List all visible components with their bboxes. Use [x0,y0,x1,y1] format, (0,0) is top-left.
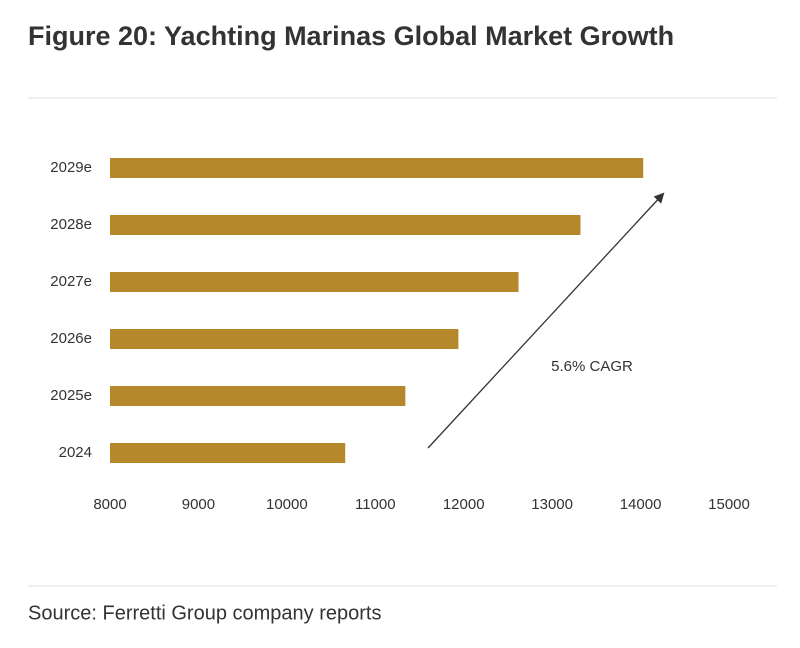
y-tick-label: 2026e [50,330,92,347]
x-tick-label: 14000 [620,496,662,513]
x-tick-label: 12000 [443,496,485,513]
bar [110,329,459,349]
x-tick-label: 13000 [531,496,573,513]
x-tick-label: 11000 [355,496,396,513]
x-tick-label: 15000 [708,496,750,513]
x-tick-label: 8000 [93,496,126,513]
cagr-arrow [427,192,665,449]
y-tick-label: 2029e [50,159,92,176]
bar [110,443,346,463]
bar [110,158,644,178]
y-tick-label: 2025e [50,387,92,404]
y-tick-label: 2024 [59,444,92,461]
y-tick-label: 2028e [50,216,92,233]
bar [110,215,581,235]
y-tick-label: 2027e [50,273,92,290]
bar [110,272,519,292]
chart-title: Figure 20: Yachting Marinas Global Marke… [28,21,674,51]
bar [110,386,406,406]
x-tick-label: 9000 [182,496,215,513]
x-tick-label: 10000 [266,496,308,513]
source-note: Source: Ferretti Group company reports [28,602,381,624]
annotation: 5.6% CAGR [551,358,633,375]
